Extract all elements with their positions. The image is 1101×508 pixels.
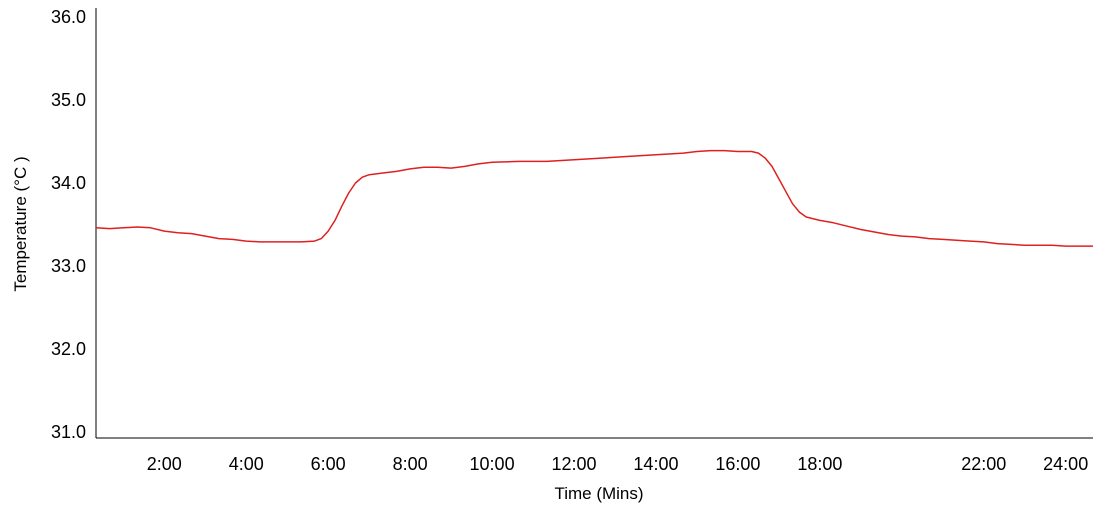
y-tick-label: 34.0 [51,173,86,193]
x-tick-labels: 2:00 4:00 6:00 8:00 10:00 12:00 14:00 16:00 18:0… [147,454,1088,474]
x-tick-label: 8:00 [393,454,428,474]
x-tick-label: 14:00 [633,454,678,474]
x-tick-label: 24:00 [1043,454,1088,474]
y-tick-labels: 31.0 32.0 33.0 34.0 35.0 36.0 [51,7,86,442]
x-tick-label: 22:00 [961,454,1006,474]
series-layer [95,149,1093,247]
y-tick-label: 36.0 [51,7,86,27]
y-tick-label: 35.0 [51,90,86,110]
x-tick-label: 2:00 [147,454,182,474]
x-tick-label: 4:00 [229,454,264,474]
x-axis-title: Time (Mins) [554,484,643,503]
axes [95,8,1093,439]
x-tick-label: 12:00 [551,454,596,474]
temperature-series-line [95,149,1093,247]
y-tick-label: 32.0 [51,339,86,359]
y-tick-label: 31.0 [51,422,86,442]
y-tick-label: 33.0 [51,256,86,276]
x-tick-label: 18:00 [797,454,842,474]
y-axis-title: Temperature (°C ) [11,156,30,291]
x-tick-label: 16:00 [715,454,760,474]
x-tick-label: 10:00 [470,454,515,474]
x-tick-label: 6:00 [311,454,346,474]
